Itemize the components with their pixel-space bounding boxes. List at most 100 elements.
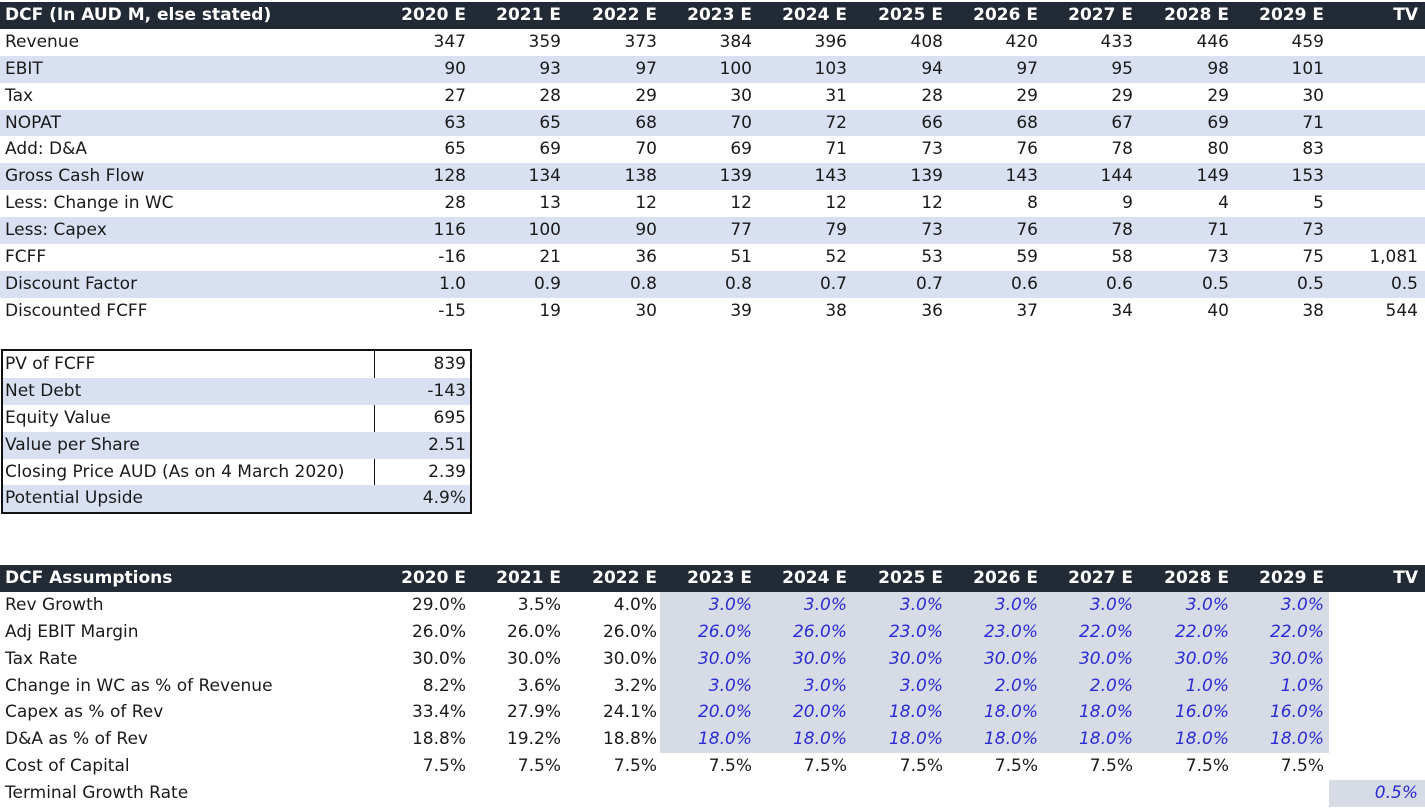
table-cell: 22.0% (1269, 621, 1324, 642)
column-header: 2020 E (401, 5, 466, 25)
table-cell: 36 (921, 300, 943, 321)
table-cell: 97 (635, 58, 657, 79)
table-cell: 29 (1207, 85, 1229, 106)
table-cell: 70 (730, 112, 752, 133)
table-cell: 20.0% (792, 702, 847, 723)
table-cell: 36 (635, 247, 657, 268)
table-cell: 100 (719, 58, 752, 79)
table-cell: 30.0% (697, 648, 752, 669)
table-cell (1328, 726, 1418, 753)
table-cell: 18.0% (888, 729, 943, 750)
table-cell: 93 (539, 58, 561, 79)
table-cell: 73 (1207, 247, 1229, 268)
table-cell: 0.6 (1105, 273, 1133, 294)
table-cell: 30.0% (506, 648, 561, 669)
table-cell: 18.0% (792, 729, 847, 750)
table-cell: 16.0% (1174, 702, 1229, 723)
table-cell: 69 (730, 139, 752, 160)
summary-row: PV of FCFF 839 (3, 351, 470, 378)
table-cell: 26.0% (602, 621, 657, 642)
table-cell: 98 (1207, 58, 1229, 79)
table-cell: 37 (1016, 300, 1038, 321)
table-cell: 0.8 (629, 273, 657, 294)
table-cell: 94 (921, 58, 943, 79)
column-header: 2021 E (496, 568, 561, 588)
table-cell: 73 (921, 139, 943, 160)
table-cell (471, 780, 561, 807)
table-cell: 71 (1207, 220, 1229, 241)
table-cell: 71 (825, 139, 847, 160)
table-cell: 459 (1291, 31, 1324, 52)
column-header: 2027 E (1068, 5, 1133, 25)
summary-label: Equity Value (5, 407, 111, 428)
table-cell: 3.5% (517, 594, 561, 615)
table-cell (1328, 56, 1418, 83)
table-cell (757, 780, 847, 807)
row-label: Gross Cash Flow (5, 166, 145, 187)
row-label: D&A as % of Rev (5, 729, 148, 750)
table-cell: 51 (730, 247, 752, 268)
column-header: 2026 E (973, 5, 1038, 25)
table-cell: 68 (1016, 112, 1038, 133)
table-cell: 28 (539, 85, 561, 106)
table-cell: 1,081 (1369, 247, 1418, 268)
table-cell: 373 (624, 31, 657, 52)
table-cell: 19.2% (506, 729, 561, 750)
row-label: Tax (5, 85, 34, 106)
table-cell: 90 (444, 58, 466, 79)
table-cell: 101 (1291, 58, 1324, 79)
table-cell (1328, 190, 1418, 217)
table-cell: 18.0% (1269, 729, 1324, 750)
table-title: DCF Assumptions (5, 568, 173, 588)
table-cell: 5 (1313, 193, 1324, 214)
row-label: EBIT (5, 58, 43, 79)
table-cell: 12 (921, 193, 943, 214)
table-cell: 139 (719, 166, 752, 187)
summary-value: 2.39 (428, 461, 466, 482)
column-header: 2026 E (973, 568, 1038, 588)
table-cell: 7.5% (994, 756, 1038, 777)
table-cell: 76 (1016, 139, 1038, 160)
table-row: Capex as % of Rev 33.4% 27.9% 24.1% 20.0% 20.… (0, 699, 1425, 726)
table-cell: 1.0% (1185, 675, 1229, 696)
table-title: DCF (In AUD M, else stated) (5, 5, 272, 25)
table-cell: 359 (528, 31, 561, 52)
column-header: 2029 E (1259, 568, 1324, 588)
table-cell: 143 (814, 166, 847, 187)
table-cell: 22.0% (1078, 621, 1133, 642)
column-header: 2025 E (878, 568, 943, 588)
column-header: 2024 E (782, 568, 847, 588)
table-cell: 31 (825, 85, 847, 106)
dcf-assumptions-table: DCF Assumptions 2020 E 2021 E 2022 E 2023 E 2… (0, 565, 1425, 808)
table-cell: 76 (1016, 220, 1038, 241)
table-cell (1328, 699, 1418, 726)
table-cell: 30.0% (1269, 648, 1324, 669)
table-cell: 29 (1016, 85, 1038, 106)
table-cell: 69 (1207, 112, 1229, 133)
table-cell: 103 (814, 58, 847, 79)
table-cell: 18.8% (411, 729, 466, 750)
column-header: 2022 E (592, 568, 657, 588)
table-cell: 143 (1005, 166, 1038, 187)
table-header-row: DCF (In AUD M, else stated) 2020 E 2021 E 2… (0, 2, 1425, 29)
table-row: Adj EBIT Margin 26.0% 26.0% 26.0% 26.0% 26.0%… (0, 619, 1425, 646)
terminal-growth-input-cell (1329, 780, 1425, 808)
summary-row: Potential Upside 4.9% (3, 485, 470, 513)
table-cell: 3.0% (803, 594, 847, 615)
table-cell: 26.0% (697, 621, 752, 642)
table-cell: 0.8 (724, 273, 752, 294)
table-cell: 7.5% (1280, 756, 1324, 777)
table-row: Less: Capex 116 100 90 77 79 73 76 78 71 73 (0, 217, 1425, 245)
table-cell: 420 (1005, 31, 1038, 52)
table-cell: 3.2% (613, 675, 657, 696)
table-cell: 0.5 (1201, 273, 1229, 294)
table-cell: 4 (1218, 193, 1229, 214)
table-cell: 30.0% (983, 648, 1038, 669)
table-cell: 149 (1196, 166, 1229, 187)
column-header: 2022 E (592, 5, 657, 25)
table-cell: 71 (1302, 112, 1324, 133)
table-cell: 28 (921, 85, 943, 106)
table-cell: 3.0% (1089, 594, 1133, 615)
valuation-summary: PV of FCFF 839 Net Debt -143 Equity Value 695… (1, 349, 472, 515)
table-cell: 52 (825, 247, 847, 268)
